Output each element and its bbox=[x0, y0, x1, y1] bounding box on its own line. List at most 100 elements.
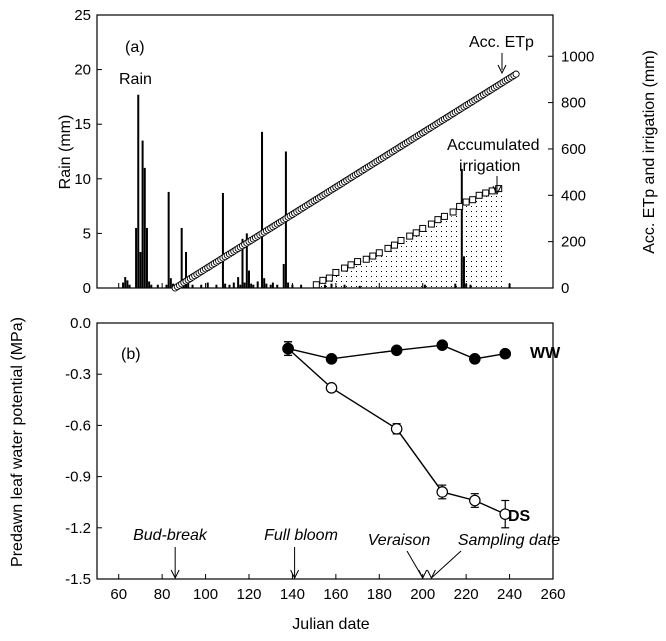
irrigation-point bbox=[325, 274, 333, 282]
irrigation-point bbox=[475, 191, 483, 199]
rain-bar bbox=[228, 284, 231, 288]
irrigation-point bbox=[427, 220, 435, 228]
irrigation-point bbox=[469, 196, 477, 204]
rain-bar bbox=[469, 284, 472, 288]
rain-bar bbox=[261, 131, 264, 288]
rain-bar bbox=[330, 283, 333, 288]
irrigation-point bbox=[419, 224, 427, 232]
rain-bar bbox=[215, 284, 218, 288]
irrigation-point bbox=[347, 261, 355, 269]
julian-date-tick-label: 180 bbox=[367, 586, 392, 603]
rain-tick-label: 0 bbox=[83, 280, 91, 297]
ww-point bbox=[282, 342, 294, 355]
rain-bar bbox=[248, 270, 250, 288]
ds-series-label: DS bbox=[508, 508, 531, 525]
rain-bar bbox=[200, 284, 203, 288]
etp-tick-label: 200 bbox=[561, 234, 586, 251]
event-arrowhead bbox=[170, 569, 180, 580]
rain-annotation: Rain bbox=[119, 71, 152, 88]
rain-bar bbox=[239, 284, 242, 288]
irrigation-point bbox=[449, 208, 457, 216]
ds-point bbox=[390, 423, 403, 435]
irrigation-annotation-line1: Accumulated bbox=[447, 137, 540, 154]
irrigation-point bbox=[312, 281, 320, 289]
rain-bar bbox=[269, 284, 272, 288]
ww-point bbox=[390, 344, 403, 357]
ds-point bbox=[499, 508, 512, 520]
julian-date-tick-label: 220 bbox=[454, 586, 479, 603]
irrigation-point bbox=[354, 258, 362, 266]
rain-bar bbox=[300, 284, 303, 288]
irrigation-point bbox=[384, 244, 392, 252]
rain-bar bbox=[169, 278, 172, 288]
etp-tick-label: 800 bbox=[561, 95, 586, 112]
phenology-events: Bud-break Full bloom Veraison Sampling date bbox=[133, 527, 560, 580]
rain-bar bbox=[324, 284, 326, 288]
rain-bar bbox=[180, 227, 183, 288]
panel-b: 0.0 -0.3 -0.6 -0.9 -1.2 -1.5 60 80 100 120 140 160… bbox=[9, 315, 566, 633]
event-label: Full bloom bbox=[264, 527, 338, 544]
julian-date-tick-label: 80 bbox=[154, 586, 171, 603]
rain-bar bbox=[165, 284, 168, 288]
water-potential-tick-label: 0.0 bbox=[70, 315, 91, 332]
acc-etp-series bbox=[171, 70, 520, 292]
rain-tick-label: 10 bbox=[74, 171, 91, 188]
event-label: Veraison bbox=[368, 532, 431, 549]
rain-bar bbox=[122, 282, 125, 288]
etp-axis-label: Acc. ETp and irrigation (mm) bbox=[641, 50, 658, 254]
irrigation-point bbox=[406, 232, 414, 240]
ww-point bbox=[436, 339, 449, 351]
irrigation-point bbox=[456, 202, 464, 210]
water-potential-axis-label: Predawn leaf water potential (MPa) bbox=[9, 317, 26, 567]
etp-axis-ticks: 0 200 400 600 800 1000 bbox=[548, 48, 594, 297]
rain-bar bbox=[185, 251, 188, 288]
ds-point bbox=[325, 382, 338, 394]
ww-point bbox=[469, 353, 481, 365]
julian-date-axis-label: Julian date bbox=[292, 616, 369, 633]
rain-bar bbox=[143, 167, 146, 288]
rain-bar bbox=[263, 278, 266, 288]
rain-axis-label: Rain (mm) bbox=[57, 115, 74, 190]
julian-date-tick-label: 120 bbox=[236, 586, 261, 603]
rain-bar bbox=[243, 282, 246, 288]
rain-bar bbox=[237, 277, 240, 288]
rain-bar bbox=[287, 282, 290, 288]
rain-bar bbox=[276, 284, 279, 288]
rain-bar bbox=[124, 277, 127, 288]
irrigation-point bbox=[482, 189, 490, 197]
water-potential-tick-label: -1.5 bbox=[65, 571, 91, 588]
panel-b-label: (b) bbox=[121, 346, 141, 363]
julian-date-ticks: 60 80 100 120 140 160 180 200 220 240 260 bbox=[110, 574, 566, 603]
irrigation-point bbox=[332, 268, 340, 276]
julian-date-tick-label: 140 bbox=[280, 586, 305, 603]
rain-bar bbox=[145, 227, 148, 288]
ww-point bbox=[325, 353, 338, 365]
irrigation-point bbox=[369, 252, 377, 260]
irrigation-point bbox=[375, 249, 383, 257]
irrigation-point bbox=[319, 276, 327, 284]
rain-bar bbox=[265, 283, 268, 288]
etp-tick-label: 0 bbox=[561, 280, 569, 297]
julian-date-tick-label: 160 bbox=[323, 586, 348, 603]
rain-bar bbox=[423, 284, 426, 288]
rain-bar bbox=[150, 284, 153, 288]
rain-tick-label: 15 bbox=[74, 116, 91, 133]
rain-bar bbox=[148, 281, 151, 288]
rain-bar bbox=[245, 233, 248, 288]
rain-tick-label: 20 bbox=[74, 62, 91, 79]
rain-bar bbox=[191, 284, 194, 288]
rain-bar bbox=[139, 251, 142, 288]
event-label: Bud-break bbox=[133, 527, 208, 544]
rain-axis-ticks: 0 5 10 15 20 25 bbox=[74, 7, 102, 297]
etp-tick-label: 600 bbox=[561, 141, 586, 158]
rain-bar bbox=[141, 140, 144, 288]
water-potential-tick-label: -0.3 bbox=[65, 366, 91, 383]
rain-bar bbox=[271, 282, 274, 288]
irrigation-point bbox=[440, 212, 448, 220]
ds-point bbox=[469, 494, 481, 507]
rain-bar bbox=[256, 281, 259, 288]
irrigation-arrowhead bbox=[492, 185, 502, 196]
ds-point bbox=[436, 486, 449, 498]
